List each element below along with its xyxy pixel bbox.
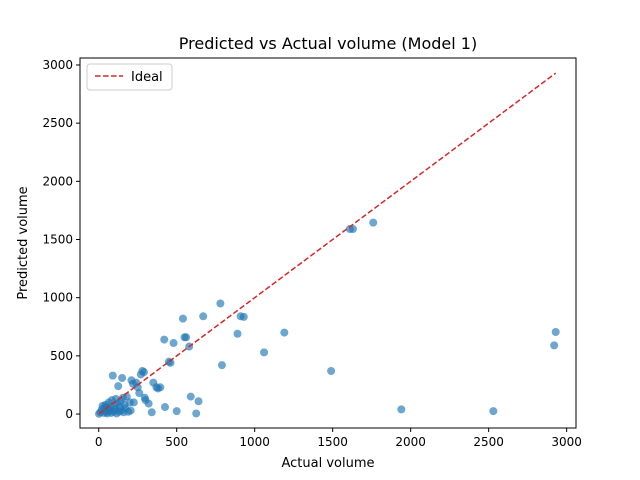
x-tick-label: 1500 xyxy=(317,435,348,449)
scatter-point xyxy=(161,403,170,412)
y-axis-ticks: 0 500 1000 1500 2000 2500 3000 xyxy=(42,58,80,421)
legend: Ideal xyxy=(86,63,173,91)
ideal-line-layer xyxy=(98,72,557,415)
scatter-point xyxy=(178,314,187,323)
scatter-point xyxy=(114,382,123,391)
x-tick-label: 500 xyxy=(165,435,188,449)
scatter-point xyxy=(192,409,201,418)
scatter-point xyxy=(160,335,169,344)
y-tick-label: 1000 xyxy=(42,291,73,305)
legend-frame xyxy=(86,63,173,91)
scatter-point xyxy=(126,406,135,415)
y-tick-label: 3000 xyxy=(42,58,73,72)
legend-ideal-label: Ideal xyxy=(131,70,163,85)
y-tick-label: 2500 xyxy=(42,116,73,130)
scatter-point xyxy=(233,329,242,338)
y-tick-label: 0 xyxy=(65,407,73,421)
scatter-point xyxy=(118,373,127,382)
scatter-point xyxy=(551,328,560,337)
chart-title: Predicted vs Actual volume (Model 1) xyxy=(179,34,477,53)
x-tick-label: 1000 xyxy=(239,435,270,449)
scatter-point xyxy=(348,225,357,234)
scatter-point xyxy=(397,405,406,414)
scatter-point xyxy=(172,407,181,416)
scatter-point xyxy=(169,339,178,348)
scatter-point xyxy=(280,328,289,337)
y-tick-label: 1500 xyxy=(42,233,73,247)
scatter-point xyxy=(147,408,156,417)
scatter-point xyxy=(217,361,226,370)
scatter-point xyxy=(260,348,269,357)
x-tick-label: 2500 xyxy=(473,435,504,449)
scatter-point xyxy=(156,383,165,392)
scatter-point xyxy=(129,398,138,407)
x-tick-label: 0 xyxy=(95,435,103,449)
plot-area xyxy=(79,57,577,429)
x-tick-label: 3000 xyxy=(551,435,582,449)
scatter-point xyxy=(239,312,248,321)
scatter-point xyxy=(199,312,208,321)
scatter-point xyxy=(489,407,498,416)
x-axis-label: Actual volume xyxy=(281,456,374,471)
y-tick-label: 2000 xyxy=(42,174,73,188)
scatter-point xyxy=(194,397,203,406)
scatter-point xyxy=(108,371,117,380)
scatter-point xyxy=(369,218,378,227)
scatter-point xyxy=(139,368,148,377)
x-axis-ticks: 0 500 1000 1500 2000 2500 3000 xyxy=(95,428,582,449)
ideal-line xyxy=(98,72,557,415)
scatter-point xyxy=(327,366,336,375)
y-tick-label: 500 xyxy=(50,349,73,363)
scatter-point xyxy=(166,358,175,367)
scatter-point xyxy=(186,392,195,401)
x-tick-label: 2000 xyxy=(395,435,426,449)
scatter-point xyxy=(144,399,153,408)
scatter-point xyxy=(216,299,225,308)
scatter-points xyxy=(95,218,560,418)
y-axis-label: Predicted volume xyxy=(16,186,31,299)
plot-frame xyxy=(79,57,577,429)
scatter-point xyxy=(182,333,191,342)
scatter-point xyxy=(135,389,144,398)
scatter-point xyxy=(550,341,559,350)
